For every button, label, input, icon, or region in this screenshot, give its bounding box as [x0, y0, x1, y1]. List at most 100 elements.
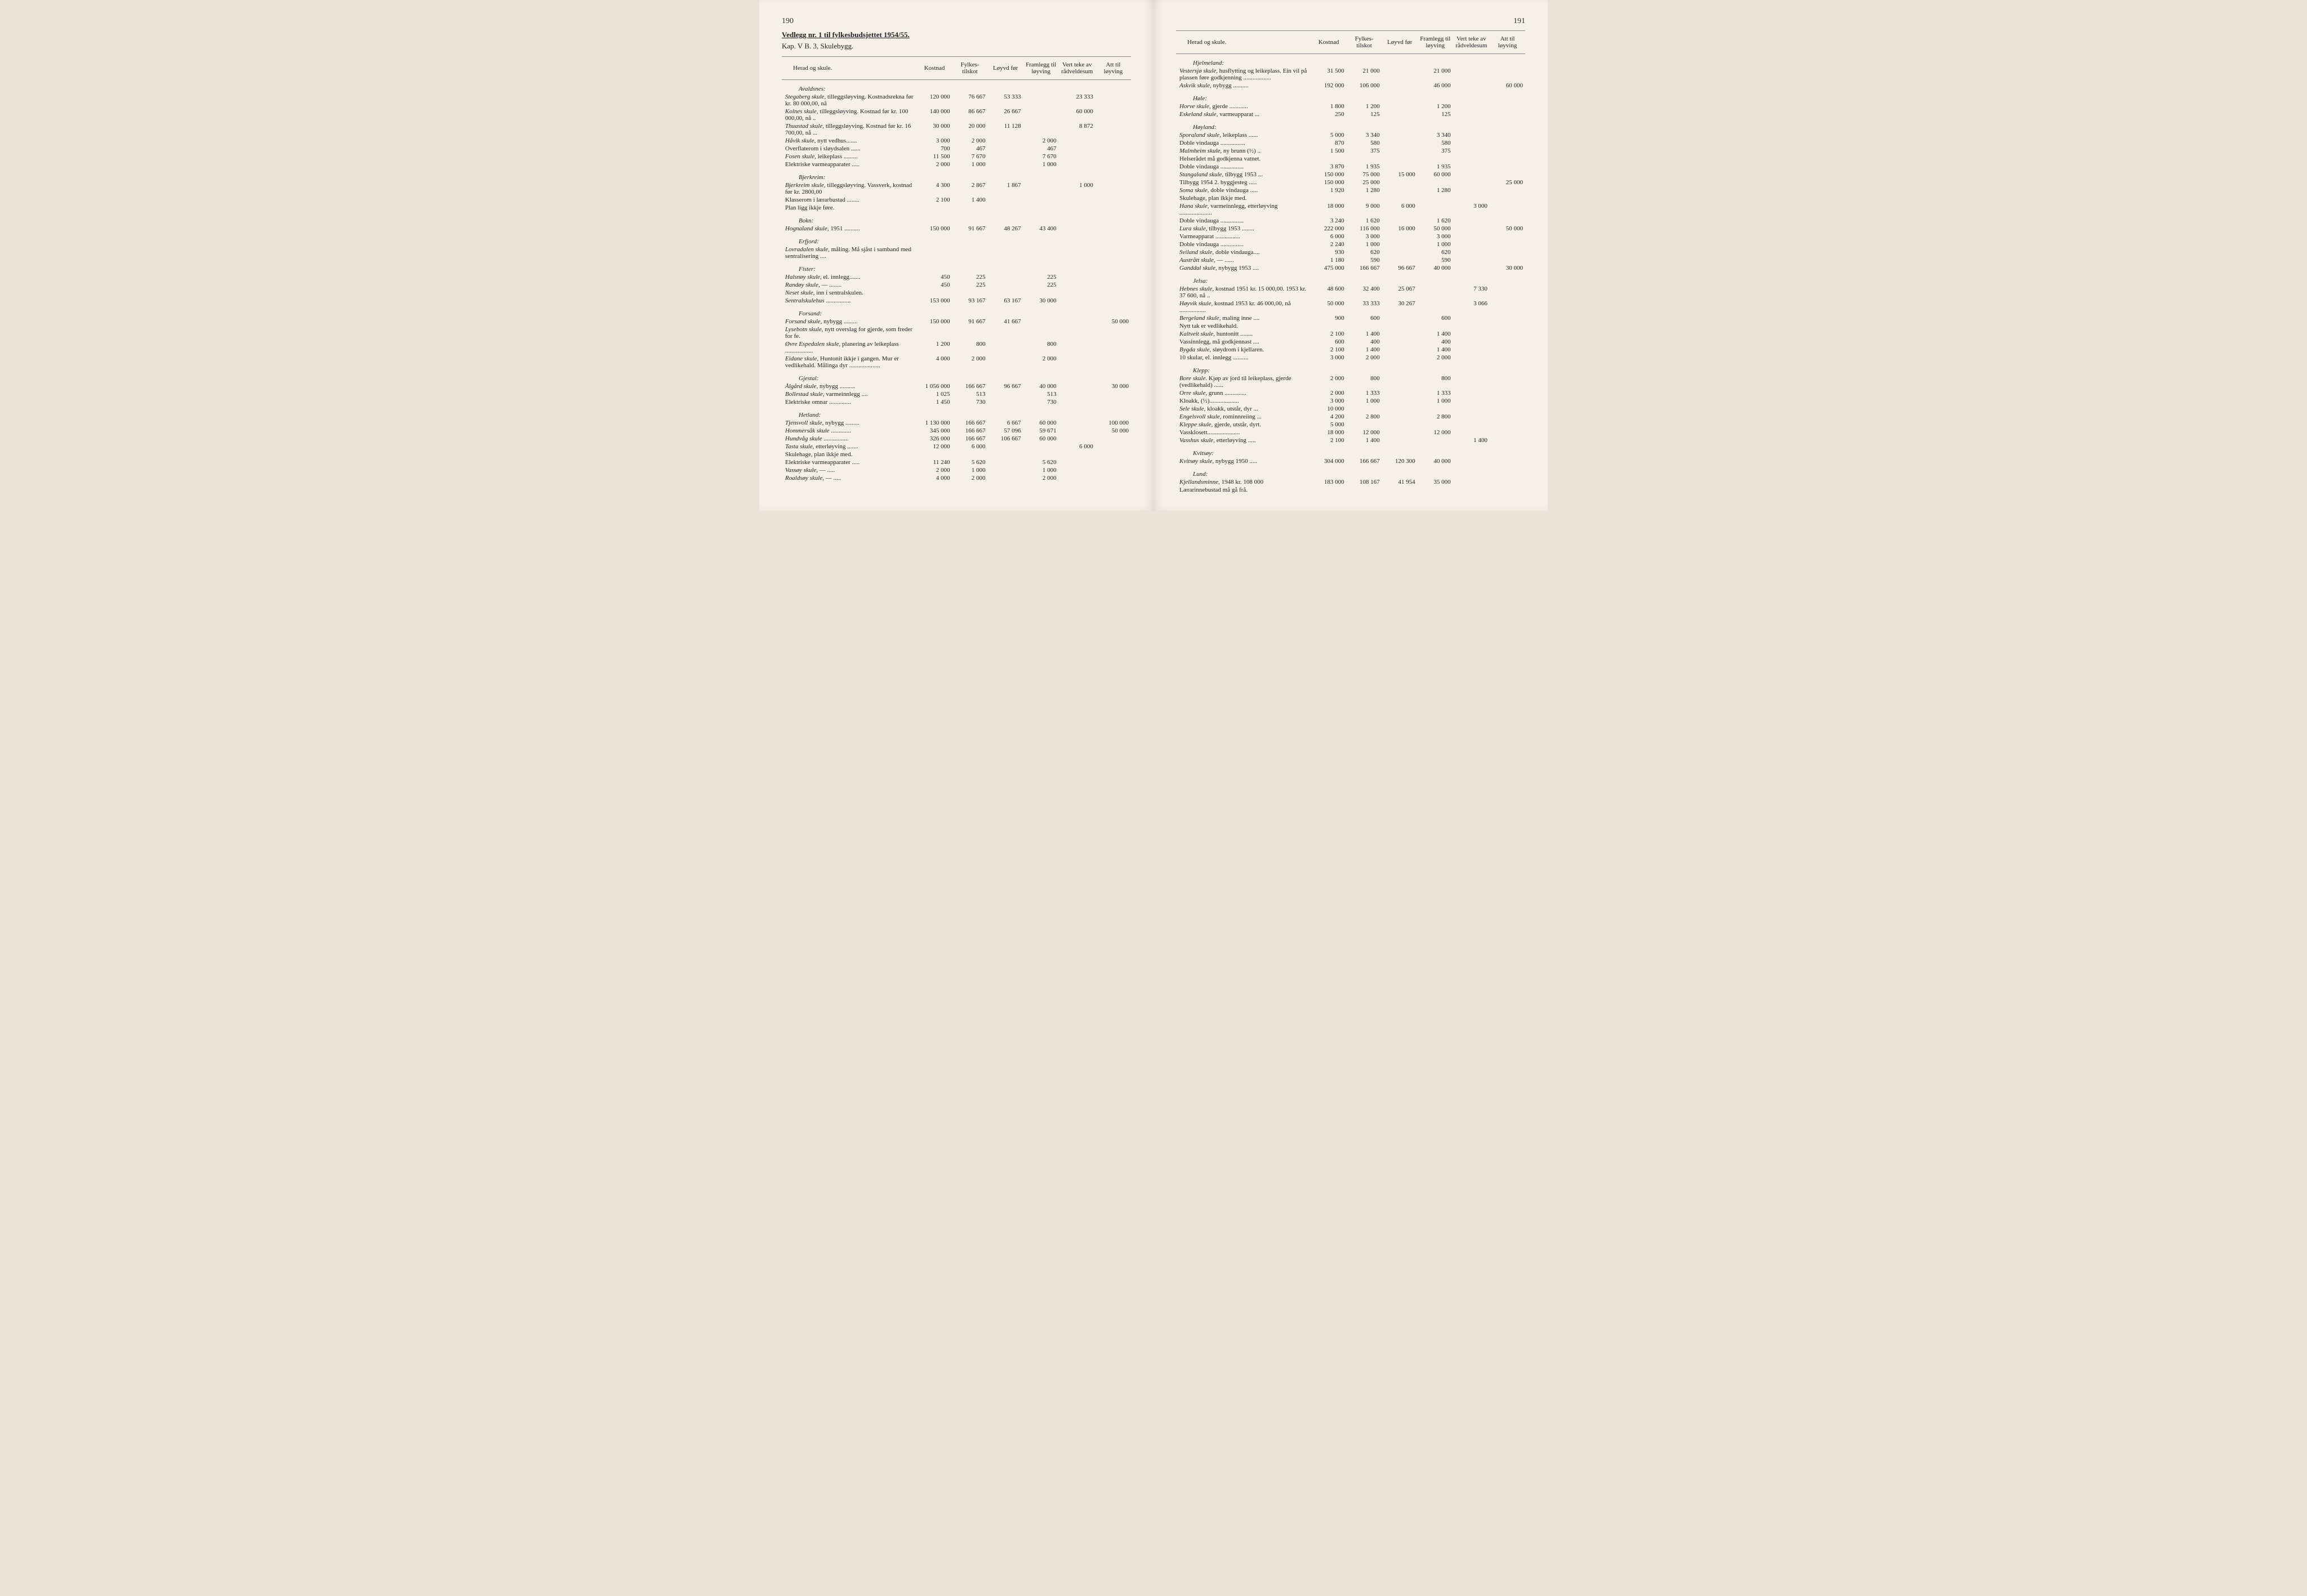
row-value [1382, 131, 1418, 139]
row-value: 25 000 [1347, 179, 1382, 186]
row-value: 2 000 [1023, 137, 1059, 145]
row-value [1059, 145, 1095, 153]
row-value [1382, 110, 1418, 118]
row-value: 12 000 [1347, 429, 1382, 436]
row-value [1023, 196, 1059, 204]
row-value: 3 000 [1347, 233, 1382, 240]
row-value [1453, 225, 1490, 233]
row-value: 225 [952, 273, 988, 281]
row-value: 40 000 [1418, 264, 1453, 272]
row-value [1059, 161, 1095, 168]
row-value [1490, 155, 1525, 163]
row-value: 96 667 [988, 382, 1023, 390]
row-value [1382, 397, 1418, 405]
row-description: Lovradalen skule, måling. Må sjåst i sam… [782, 246, 917, 260]
table-row: Lysebotn skule, nytt overslag for gjerde… [782, 326, 1131, 340]
page-number-right: 191 [1176, 17, 1525, 26]
table-row: Ganddal skule, nybygg 1953 ....475 00016… [1176, 264, 1525, 272]
row-value [1382, 436, 1418, 444]
row-value [1490, 233, 1525, 240]
row-value: 30 000 [1095, 382, 1131, 390]
table-row: Sentralskulehus ................153 0009… [782, 297, 1131, 305]
col-loyvd: Løyvd før [988, 57, 1023, 80]
table-row: Kjellandsminne, 1948 kr. 108 000183 0001… [1176, 478, 1525, 486]
row-value: 40 000 [1023, 382, 1059, 390]
section-row: Hetland: [782, 406, 1131, 419]
row-value [1311, 322, 1347, 330]
row-value: 15 000 [1382, 171, 1418, 179]
col-radveldesum: Vert teke av rådveldesum [1059, 57, 1095, 80]
row-value: 1 400 [1347, 436, 1382, 444]
table-row: Øvre Espedalen skule, planering av leike… [782, 340, 1131, 355]
row-value [1490, 285, 1525, 300]
row-value [1453, 233, 1490, 240]
row-value [1095, 340, 1131, 355]
table-row: Bjerkreim skule, tilleggsløyving. Vassve… [782, 181, 1131, 196]
row-value [1382, 194, 1418, 202]
row-value: 580 [1418, 139, 1453, 147]
row-value: 1 400 [1347, 330, 1382, 338]
row-value: 166 667 [952, 427, 988, 435]
section-row: Høle: [1176, 90, 1525, 102]
row-value [1347, 194, 1382, 202]
row-value: 125 [1347, 110, 1382, 118]
row-description: Orre skule, grunn .............. [1176, 389, 1311, 397]
section-row: Avaldsnes: [782, 80, 1131, 93]
row-value [1418, 285, 1453, 300]
row-value [952, 451, 988, 458]
col-fylkestilskot: Fylkes- tilskot [1347, 31, 1382, 54]
row-value [1490, 421, 1525, 429]
row-value: 150 000 [917, 318, 952, 326]
row-value [1382, 240, 1418, 248]
row-value: 150 000 [917, 225, 952, 233]
row-value [1023, 246, 1059, 260]
row-value [1095, 281, 1131, 289]
row-description: Stangaland skule, tilbygg 1953 ... [1176, 171, 1311, 179]
col-radveldesum: Vert teke av rådveldesum [1453, 31, 1490, 54]
table-row: Vasshus skule, etterløyving .....2 1001 … [1176, 436, 1525, 444]
table-header: Herad og skule. Kostnad Fylkes- tilskot … [1176, 31, 1525, 54]
row-value: 345 000 [917, 427, 952, 435]
row-value: 800 [1347, 375, 1382, 389]
row-value: 1 056 000 [917, 382, 952, 390]
row-value [1347, 155, 1382, 163]
row-value [988, 153, 1023, 161]
row-description: Randøy skule, — ........ [782, 281, 917, 289]
row-value [1059, 153, 1095, 161]
row-description: Lura skule, tilbygg 1953 ........ [1176, 225, 1311, 233]
row-value [1095, 326, 1131, 340]
row-value [1490, 375, 1525, 389]
table-row: Stegaberg skule, tilleggsløyving. Kostna… [782, 93, 1131, 108]
row-value [1490, 338, 1525, 346]
row-value [988, 474, 1023, 482]
row-value [988, 273, 1023, 281]
row-value [1490, 397, 1525, 405]
table-row: Varmeapparat ................6 0003 0003… [1176, 233, 1525, 240]
row-value [1418, 194, 1453, 202]
table-row: Kvitsøy skule, nybygg 1950 .....304 0001… [1176, 457, 1525, 465]
row-value: 225 [1023, 273, 1059, 281]
budget-table-left: Herad og skule. Kostnad Fylkes- tilskot … [782, 56, 1131, 482]
row-value: 1 200 [1347, 102, 1382, 110]
row-value: 580 [1347, 139, 1382, 147]
section-row: Hjelmeland: [1176, 54, 1525, 68]
row-value [1382, 330, 1418, 338]
row-value: 48 267 [988, 225, 1023, 233]
col-kostnad: Kostnad [1311, 31, 1347, 54]
row-value: 2 000 [952, 474, 988, 482]
row-description: Sviland skule, doble vindauga.... [1176, 248, 1311, 256]
row-value [988, 458, 1023, 466]
row-value [1095, 246, 1131, 260]
row-value: 75 000 [1347, 171, 1382, 179]
row-value [1453, 429, 1490, 436]
row-value [1490, 186, 1525, 194]
row-value [1023, 443, 1059, 451]
row-description: Horve skule, gjerde ............ [1176, 102, 1311, 110]
row-description: Bore skule. Kjøp av jord til leikeplass,… [1176, 375, 1311, 389]
row-description: Sele skule, kloakk, utstår, dyr ... [1176, 405, 1311, 413]
row-value [1382, 405, 1418, 413]
row-value [1059, 382, 1095, 390]
row-value [1490, 217, 1525, 225]
row-value: 166 667 [1347, 264, 1382, 272]
row-value: 1 620 [1418, 217, 1453, 225]
